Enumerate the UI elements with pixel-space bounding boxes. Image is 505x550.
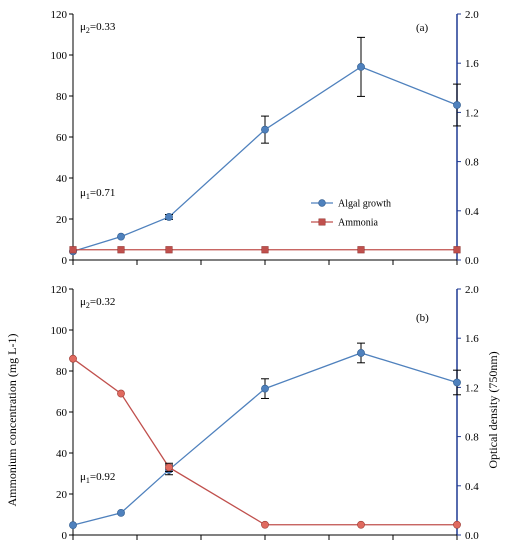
y-left-tick-label: 20 bbox=[56, 489, 68, 501]
data-point bbox=[117, 246, 125, 254]
data-point bbox=[357, 349, 365, 357]
y-right-axis-label: Optical density (750nm) bbox=[486, 351, 500, 468]
y-right-tick-label: 0.4 bbox=[465, 481, 479, 493]
mu2-annotation: μ2=0.33 bbox=[80, 21, 116, 35]
data-point bbox=[165, 213, 173, 221]
data-point bbox=[453, 520, 461, 529]
y-right-tick-label: 0.8 bbox=[465, 432, 479, 444]
y-right-tick-label: 0.0 bbox=[465, 255, 479, 267]
series-ammonia bbox=[69, 246, 461, 254]
legend: Algal growth Ammonia bbox=[311, 199, 391, 229]
y-left-tick-label: 80 bbox=[56, 91, 68, 103]
y-left-axis-label: Ammonium concentration (mg L-1) bbox=[5, 334, 19, 507]
data-point bbox=[357, 520, 365, 529]
data-point bbox=[69, 246, 77, 254]
y-left-tick-label: 0 bbox=[62, 255, 68, 267]
y-left-tick-label: 0 bbox=[62, 530, 68, 542]
data-point bbox=[453, 101, 461, 109]
data-point bbox=[261, 384, 269, 393]
y-right-tick-label: 2.0 bbox=[465, 9, 479, 21]
data-point bbox=[165, 246, 173, 254]
y-left-tick-label: 40 bbox=[56, 173, 68, 185]
panel-b: 0 20 40 60 80 100 120 0.0 0.4 0.8 1.2 1.6 2.0 (b) Ammo… bbox=[5, 284, 500, 542]
data-point bbox=[261, 125, 269, 134]
y-right-tick-label: 0.8 bbox=[465, 157, 479, 169]
mu1-annotation: μ1=0.71 bbox=[80, 187, 115, 201]
series-ammonia bbox=[69, 354, 461, 529]
data-point bbox=[117, 389, 125, 398]
y-left-tick-label: 80 bbox=[56, 366, 68, 378]
data-point bbox=[117, 508, 125, 517]
y-left-tick-label: 120 bbox=[51, 284, 68, 296]
data-point bbox=[69, 521, 77, 530]
data-point bbox=[453, 378, 461, 387]
legend-label: Ammonia bbox=[338, 218, 379, 229]
series-line bbox=[72, 352, 458, 526]
y-left-tick-label: 60 bbox=[56, 132, 68, 144]
y-left-tick-label: 40 bbox=[56, 448, 68, 460]
y-right-tick-label: 1.2 bbox=[465, 382, 479, 394]
series-line bbox=[72, 358, 457, 526]
y-right-tick-label: 0.4 bbox=[465, 206, 479, 218]
series-line bbox=[72, 66, 458, 253]
series-algal-growth bbox=[69, 342, 461, 530]
series-algal-growth bbox=[69, 36, 461, 256]
data-point bbox=[453, 246, 461, 254]
y-right-tick-label: 0.0 bbox=[465, 530, 479, 542]
data-point bbox=[117, 232, 125, 241]
mu2-annotation: μ2=0.32 bbox=[80, 296, 115, 310]
panel-label: (a) bbox=[416, 22, 429, 34]
legend-label: Algal growth bbox=[338, 199, 391, 210]
y-right-tick-label: 2.0 bbox=[465, 284, 479, 296]
data-point bbox=[261, 246, 269, 254]
data-point bbox=[357, 246, 365, 254]
legend-marker bbox=[318, 218, 326, 226]
data-point bbox=[357, 62, 365, 71]
data-point bbox=[69, 354, 77, 363]
data-point bbox=[261, 520, 269, 529]
legend-marker bbox=[318, 199, 326, 207]
data-point bbox=[165, 463, 173, 472]
y-right-tick-label: 1.6 bbox=[465, 58, 479, 70]
y-left-tick-label: 100 bbox=[51, 50, 68, 62]
y-right-tick-label: 1.2 bbox=[465, 107, 479, 119]
y-left-tick-label: 20 bbox=[56, 214, 68, 226]
panel-a: 0 20 40 60 80 100 120 0.0 0.4 0.8 1.2 1.6 2.0 (a) Alga… bbox=[51, 9, 480, 267]
panel-label: (b) bbox=[416, 312, 429, 324]
y-left-tick-label: 100 bbox=[51, 325, 68, 337]
y-left-tick-label: 120 bbox=[51, 9, 68, 21]
y-left-tick-label: 60 bbox=[56, 407, 68, 419]
mu1-annotation: μ1=0.92 bbox=[80, 471, 115, 485]
y-right-tick-label: 1.6 bbox=[465, 333, 479, 345]
